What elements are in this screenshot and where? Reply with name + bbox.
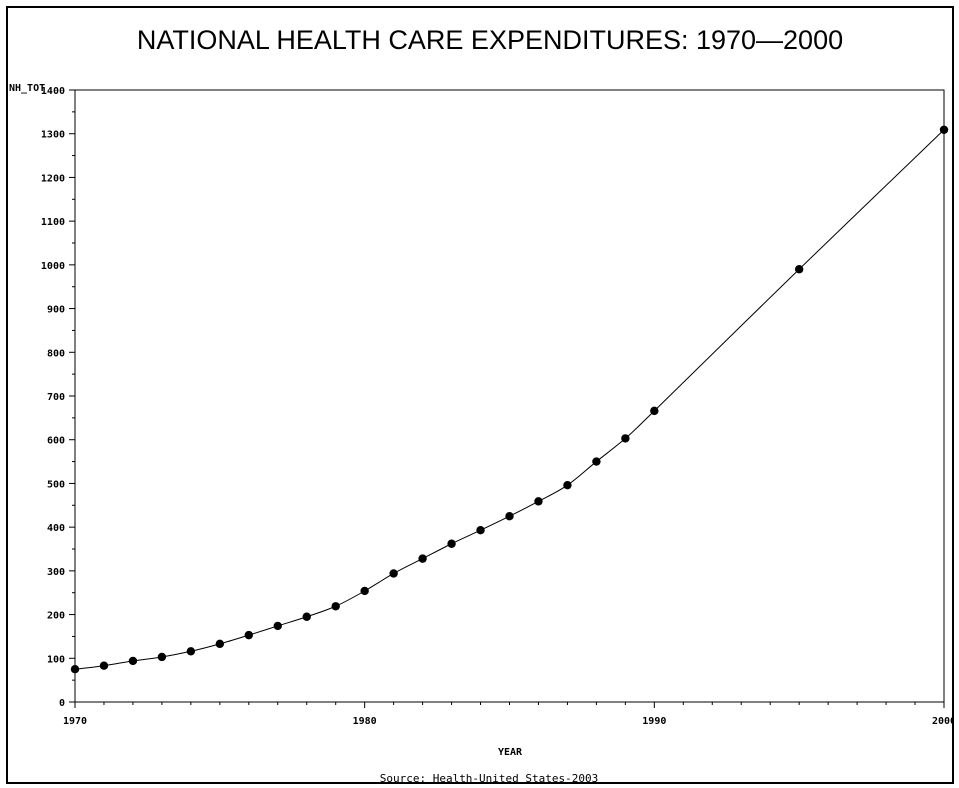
data-point [418, 554, 427, 563]
y-tick-label: 400 [47, 523, 65, 534]
y-tick-label: 1200 [41, 173, 65, 184]
chart-svg: NATIONAL HEALTH CARE EXPENDITURES: 1970—… [9, 25, 952, 782]
data-point [360, 586, 369, 596]
y-tick-label: 900 [47, 305, 65, 316]
data-point [128, 656, 138, 666]
data-point [331, 602, 340, 611]
y-axis-label: NH_TOT [9, 83, 45, 94]
data-point [794, 265, 804, 274]
data-point [273, 621, 282, 631]
data-point [157, 652, 167, 662]
axes [74, 89, 945, 703]
x-tick-label: 1990 [642, 716, 666, 727]
series-layer [70, 125, 949, 674]
data-point [939, 125, 949, 134]
data-point [70, 665, 80, 674]
x-axis-label: YEAR [498, 747, 523, 758]
y-tick-label: 1400 [41, 86, 65, 97]
y-tick-label: 0 [59, 698, 65, 709]
data-point [186, 647, 196, 656]
data-point [505, 512, 514, 521]
x-tick-label: 1970 [63, 716, 87, 727]
data-point [650, 406, 659, 416]
data-point [621, 434, 630, 443]
data-point [476, 526, 485, 535]
data-point [447, 539, 456, 548]
y-tick-label: 800 [47, 348, 65, 359]
plot-area-border [74, 89, 945, 703]
y-tick-label: 500 [47, 479, 65, 490]
data-point [592, 457, 601, 466]
y-tick-label: 700 [47, 392, 65, 403]
data-point [534, 497, 543, 506]
data-point [244, 630, 253, 640]
y-tick-label: 600 [47, 436, 65, 447]
x-tick-label: 2000 [932, 716, 952, 727]
y-tick-label: 1000 [41, 261, 65, 272]
y-tick-label: 100 [47, 654, 65, 665]
data-point [389, 569, 398, 578]
y-tick-label: 300 [47, 567, 65, 578]
y-tick-label: 1300 [41, 130, 65, 141]
source-note: Source: Health-United States-2003 [380, 772, 599, 782]
y-tick-label: 200 [47, 611, 65, 622]
chart-frame: NATIONAL HEALTH CARE EXPENDITURES: 1970—… [6, 6, 954, 784]
data-point [563, 480, 572, 490]
data-point [99, 661, 109, 670]
y-tick-label: 1100 [41, 217, 65, 228]
data-point [302, 612, 311, 621]
data-point [215, 639, 225, 649]
chart-title: NATIONAL HEALTH CARE EXPENDITURES: 1970—… [137, 25, 843, 55]
series-line [74, 129, 945, 670]
ticks: 0 100 200 300 400 500 600 700 800 900 1000 1100 1200… [41, 86, 952, 727]
x-tick-label: 1980 [353, 716, 377, 727]
